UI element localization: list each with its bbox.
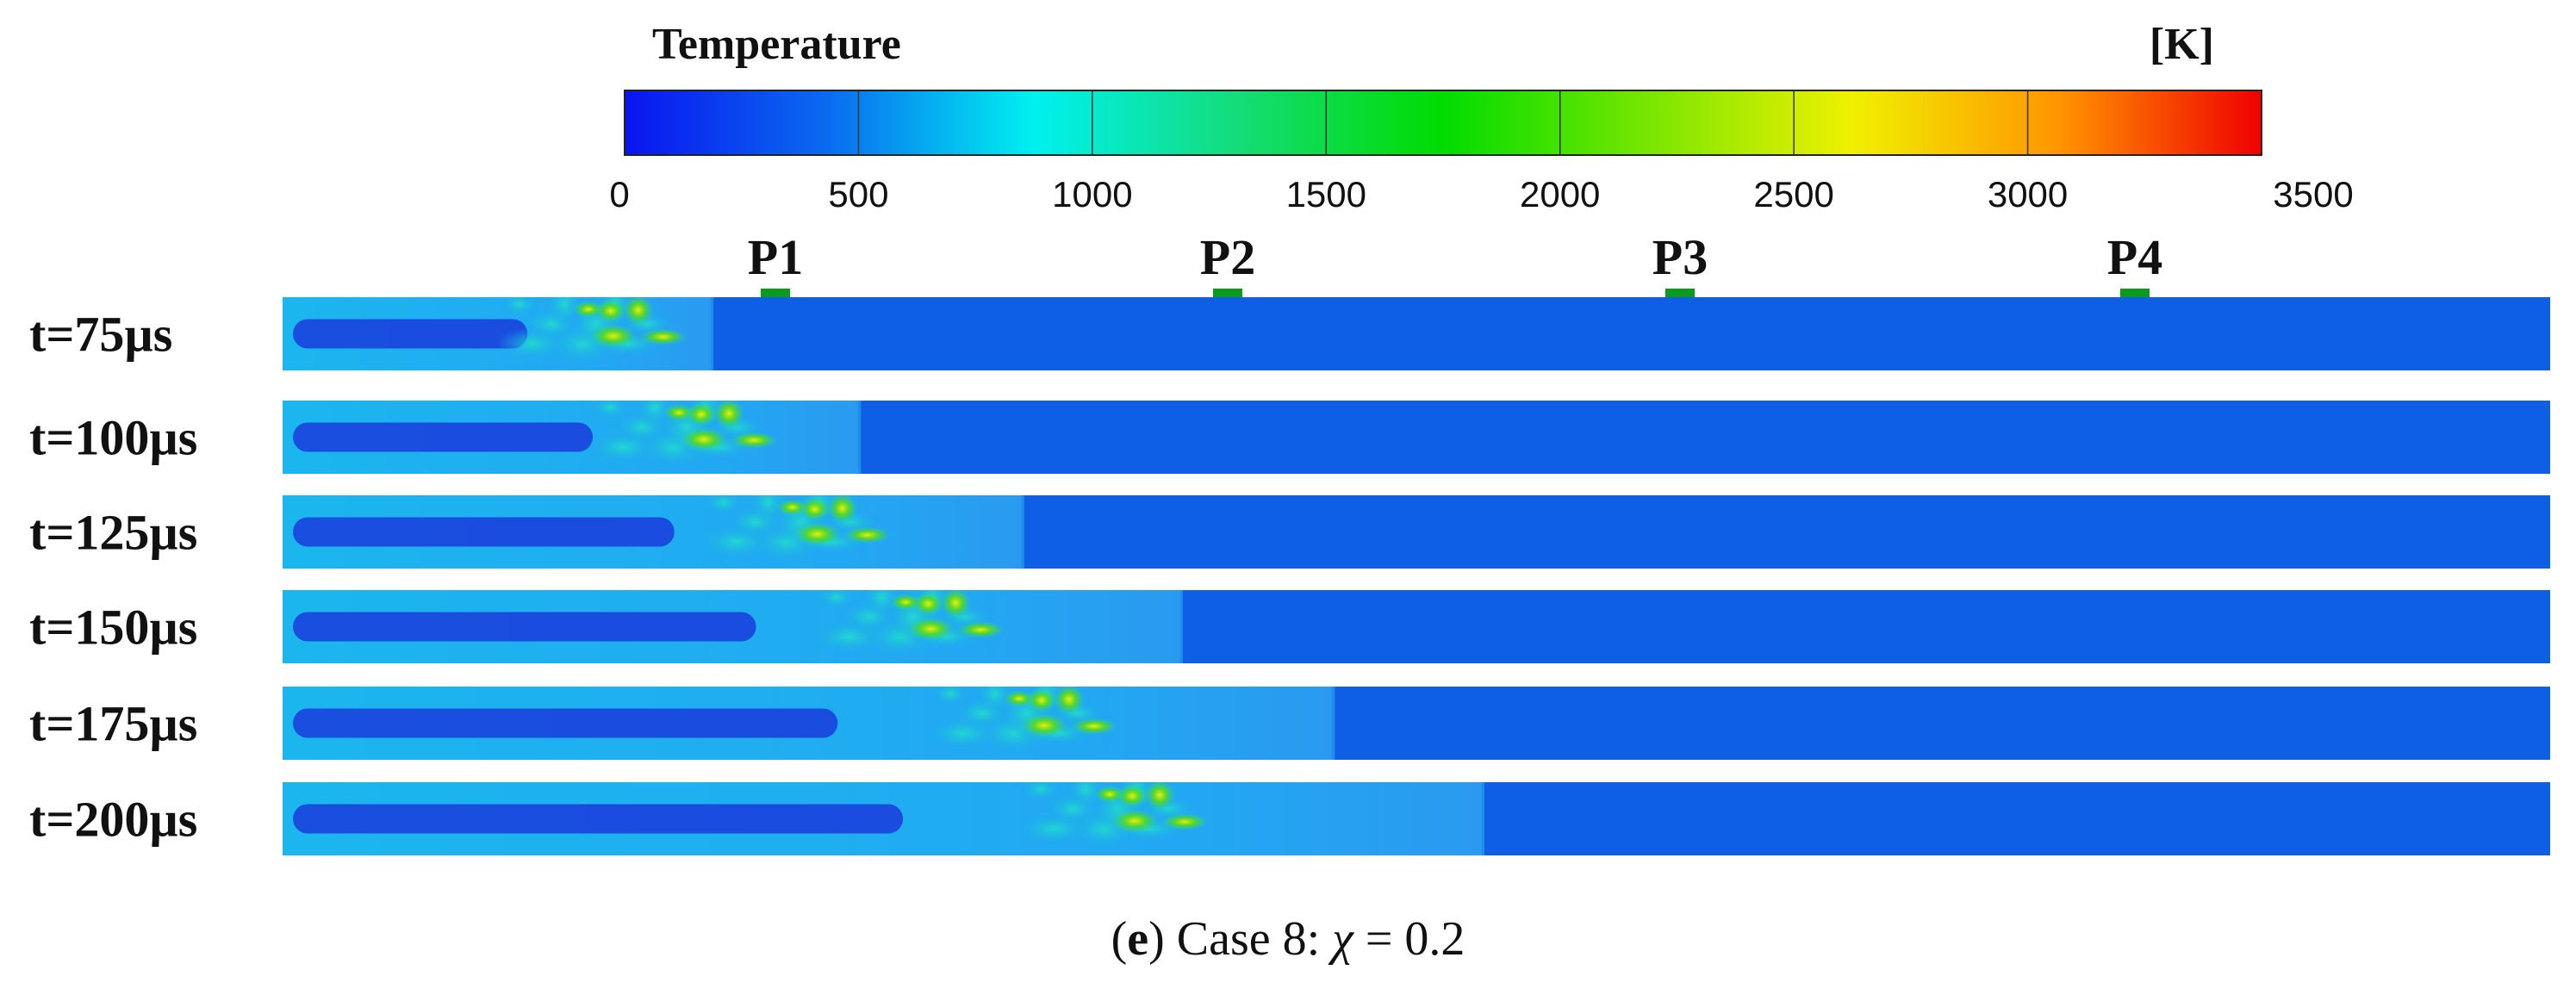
- shock-front: [1179, 590, 1183, 663]
- snapshot-row: t=150µs: [29, 590, 2550, 663]
- snapshot-row: t=125µs: [29, 495, 2550, 569]
- cold-core: [293, 319, 528, 349]
- shock-front: [1332, 687, 1335, 760]
- flame-front: [1160, 813, 1210, 830]
- probe-label: P2: [1200, 229, 1255, 285]
- shock-front: [858, 401, 862, 474]
- flame-front: [843, 526, 892, 544]
- flame-front: [622, 297, 654, 326]
- snapshot-time-label: t=200µs: [29, 792, 197, 848]
- colorbar: Temperature [K] 0 500 1000 1500 2000 2500 3000…: [609, 20, 2353, 214]
- flame-front: [912, 592, 944, 616]
- mixing-zone: [813, 620, 887, 653]
- colorbar-bar: [624, 90, 2262, 156]
- mixing-zone: [1022, 782, 1061, 801]
- flame-front: [799, 497, 831, 521]
- mixing-zone: [500, 297, 538, 316]
- snapshot-row: t=175µs: [29, 687, 2550, 760]
- caption-letter: e: [1127, 912, 1148, 966]
- snapshot-time-label: t=175µs: [29, 696, 197, 752]
- flame-front: [680, 427, 729, 451]
- flame-front: [940, 590, 972, 619]
- flame-front: [1053, 687, 1085, 715]
- probe-label: P3: [1652, 229, 1708, 285]
- flame-front: [793, 522, 842, 546]
- cold-core: [293, 422, 594, 452]
- caption-value: = 0.2: [1353, 912, 1465, 966]
- mixing-zone: [818, 590, 856, 609]
- flame-front: [906, 617, 955, 641]
- flame-front: [956, 621, 1005, 638]
- mixing-zone: [926, 717, 999, 749]
- snapshot-time-label: t=100µs: [29, 410, 197, 466]
- flame-front: [1111, 809, 1160, 833]
- shock-front: [1481, 782, 1484, 855]
- colorbar-tick-label: 2500: [1753, 174, 1833, 214]
- colorbar-tick-labels: 0 500 1000 1500 2000 2500 3000 3500: [609, 174, 2353, 214]
- cold-core: [293, 804, 904, 834]
- flame-front: [1019, 713, 1068, 737]
- colorbar-tick-label: 1500: [1286, 174, 1366, 214]
- mixing-zone: [587, 431, 660, 463]
- colorbar-dividers: [857, 90, 2029, 155]
- snapshot-time-label: t=125µs: [29, 505, 197, 561]
- colorbar-tick-label: 3000: [1988, 174, 2068, 214]
- colorbar-tick-label: 2000: [1520, 174, 1600, 214]
- mixing-zone: [591, 401, 630, 420]
- flame-front: [713, 401, 745, 429]
- flame-front: [730, 432, 779, 449]
- shock-front: [1021, 495, 1024, 569]
- mixing-zone: [930, 687, 969, 706]
- snapshot-time-label: t=150µs: [29, 600, 197, 656]
- flame-front: [1117, 784, 1148, 808]
- flame-front: [686, 402, 718, 426]
- probe-label: P4: [2107, 229, 2162, 285]
- cold-core: [293, 612, 756, 642]
- figure-caption: (e) Case 8: χ = 0.2: [1111, 912, 1465, 966]
- flame-front: [594, 299, 626, 323]
- cold-core: [293, 708, 838, 738]
- mixing-zone: [1017, 812, 1091, 845]
- flame-front: [1025, 688, 1057, 712]
- caption-symbol: χ: [1328, 912, 1354, 966]
- probe-label: P1: [748, 229, 803, 285]
- mixing-zone: [495, 327, 569, 360]
- snapshot-row: t=200µs: [29, 782, 2550, 855]
- colorbar-tick-label: 3500: [2273, 174, 2353, 214]
- colorbar-tick-label: 1000: [1052, 174, 1132, 214]
- caption-text: Case 8:: [1165, 912, 1332, 966]
- snapshot-time-label: t=75µs: [29, 307, 172, 363]
- flame-front: [588, 324, 638, 348]
- flame-front: [1069, 718, 1118, 735]
- mixing-zone: [700, 525, 773, 558]
- mixing-zone: [704, 495, 743, 514]
- colorbar-title: Temperature: [652, 20, 901, 69]
- snapshot-row: t=100µs: [29, 401, 2550, 474]
- shock-front: [711, 297, 714, 370]
- flame-front: [638, 328, 688, 345]
- temperature-snapshots: t=75µs t=100µs t=125µs t=150µs t=175µs t=200µ…: [29, 297, 2550, 855]
- cold-core: [293, 517, 675, 547]
- colorbar-tick-label: 500: [828, 174, 888, 214]
- colorbar-unit: [K]: [2150, 20, 2214, 69]
- snapshot-row: t=75µs: [29, 297, 2550, 370]
- flame-front: [1144, 782, 1176, 811]
- colorbar-tick-label: 0: [609, 174, 629, 214]
- flame-front: [826, 495, 858, 524]
